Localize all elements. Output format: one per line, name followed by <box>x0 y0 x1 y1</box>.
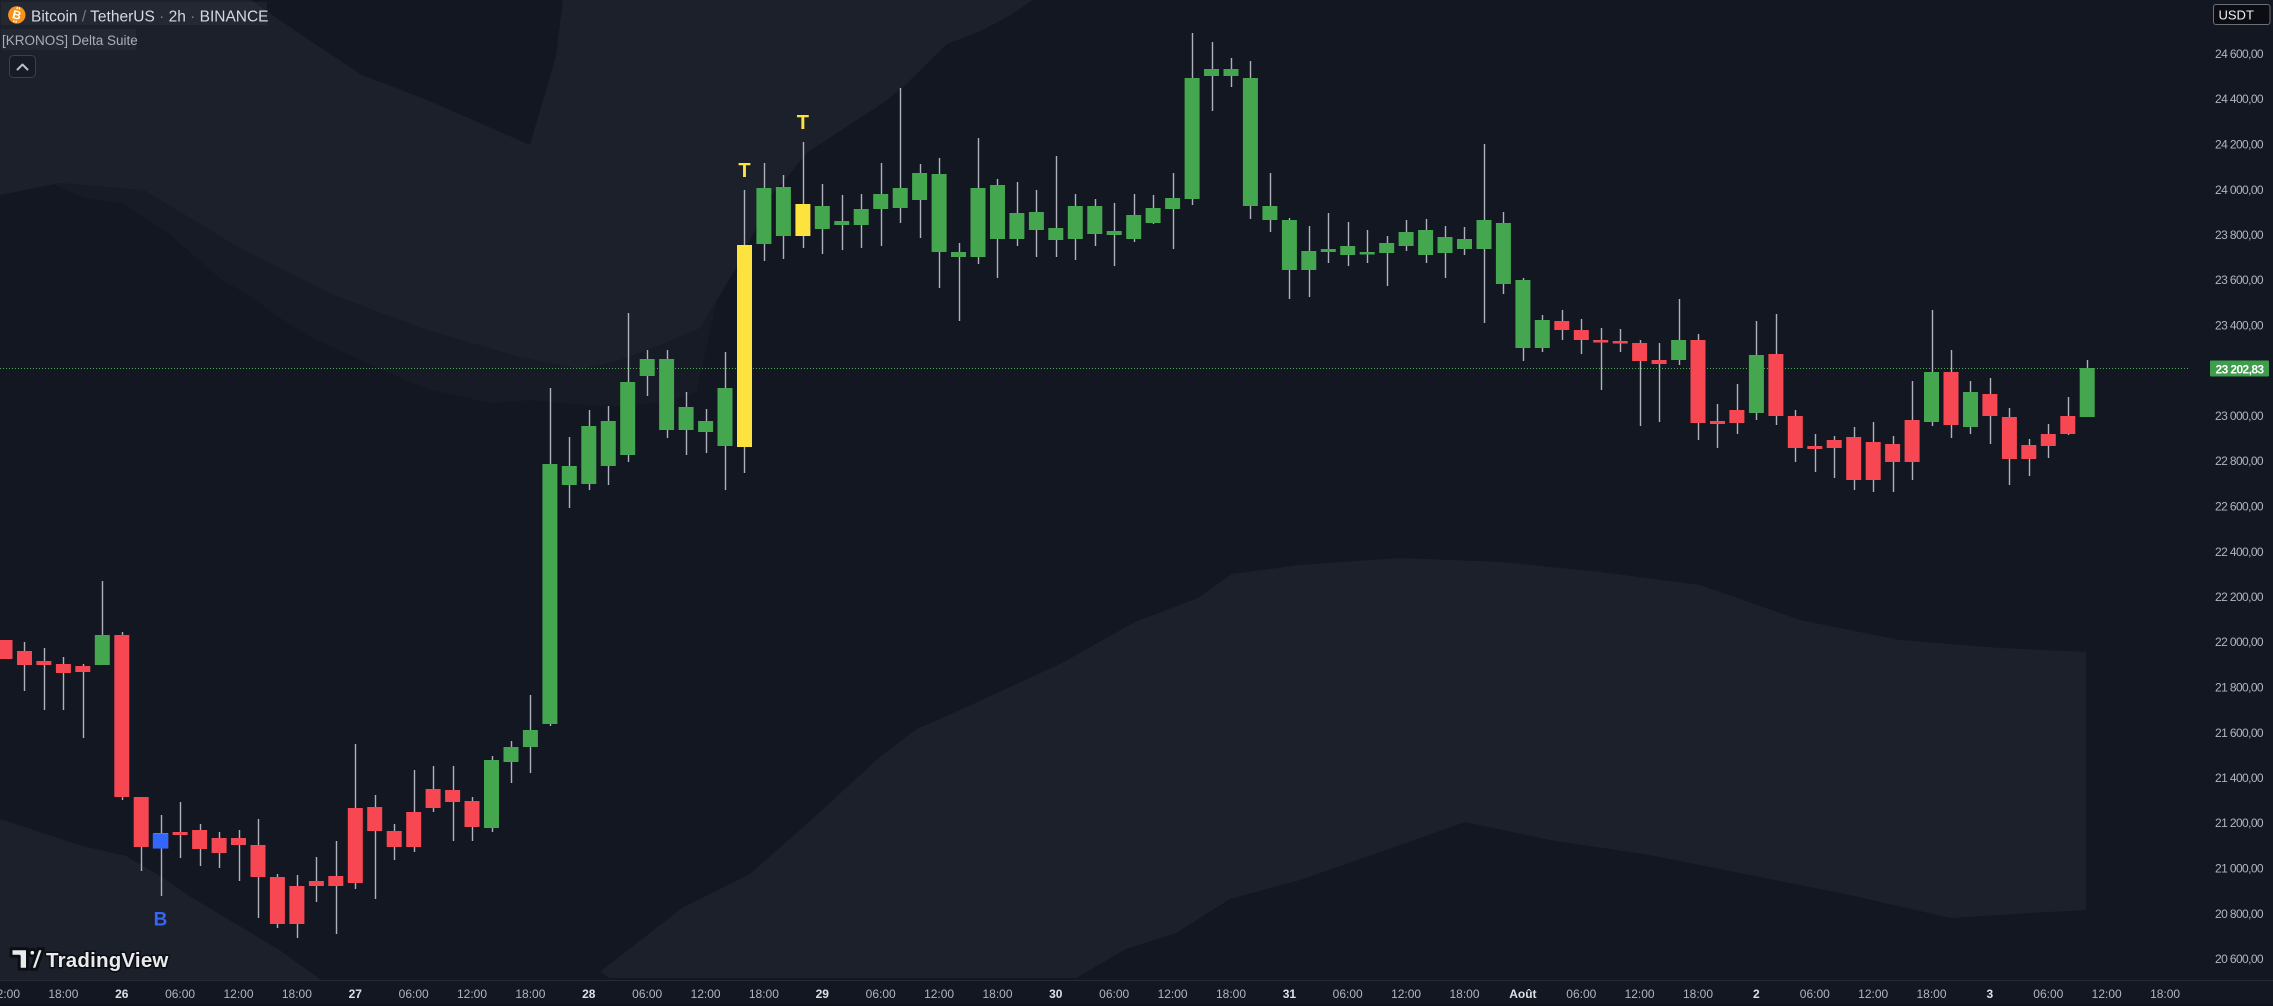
svg-text:26: 26 <box>115 987 129 1001</box>
svg-text:06:00: 06:00 <box>1566 987 1596 1001</box>
svg-text:06:00: 06:00 <box>399 987 429 1001</box>
svg-text:21 000,00: 21 000,00 <box>2215 862 2264 876</box>
svg-text:31: 31 <box>1283 987 1297 1001</box>
svg-text:T: T <box>797 112 809 134</box>
svg-text:21 600,00: 21 600,00 <box>2215 726 2264 740</box>
svg-text:24 400,00: 24 400,00 <box>2215 92 2264 106</box>
svg-text:22 400,00: 22 400,00 <box>2215 545 2264 559</box>
svg-text:Bitcoin / TetherUS · 2h · BINA: Bitcoin / TetherUS · 2h · BINANCE <box>31 9 269 26</box>
svg-text:[KRONOS] Delta Suite: [KRONOS] Delta Suite <box>2 33 138 48</box>
svg-text:12:00: 12:00 <box>924 987 954 1001</box>
svg-text:B: B <box>11 7 23 23</box>
svg-text:29: 29 <box>816 987 830 1001</box>
svg-text:18:00: 18:00 <box>1449 987 1479 1001</box>
svg-text:22 600,00: 22 600,00 <box>2215 500 2264 514</box>
svg-text:TradingView: TradingView <box>46 949 169 972</box>
svg-text:12:00: 12:00 <box>1391 987 1421 1001</box>
svg-text:06:00: 06:00 <box>1800 987 1830 1001</box>
svg-text:24 200,00: 24 200,00 <box>2215 138 2264 152</box>
svg-text:18:00: 18:00 <box>282 987 312 1001</box>
svg-text:USDT: USDT <box>2219 8 2254 23</box>
svg-text:12:00: 12:00 <box>1625 987 1655 1001</box>
svg-text:20 600,00: 20 600,00 <box>2215 952 2264 966</box>
svg-text:B: B <box>154 910 168 931</box>
svg-text:20 800,00: 20 800,00 <box>2215 907 2264 921</box>
svg-text:21 400,00: 21 400,00 <box>2215 771 2264 785</box>
svg-text:21 200,00: 21 200,00 <box>2215 816 2264 830</box>
svg-text:23 202,83: 23 202,83 <box>2216 363 2265 377</box>
svg-text:06:00: 06:00 <box>2033 987 2063 1001</box>
svg-text:18:00: 18:00 <box>1683 987 1713 1001</box>
svg-text:06:00: 06:00 <box>1333 987 1363 1001</box>
svg-text:27: 27 <box>349 987 363 1001</box>
svg-text:3: 3 <box>1987 987 1994 1001</box>
svg-text:06:00: 06:00 <box>1099 987 1129 1001</box>
svg-text:22 000,00: 22 000,00 <box>2215 635 2264 649</box>
svg-text:18:00: 18:00 <box>749 987 779 1001</box>
svg-text:22 200,00: 22 200,00 <box>2215 590 2264 604</box>
svg-text:12:00: 12:00 <box>1158 987 1188 1001</box>
svg-text:12:00: 12:00 <box>457 987 487 1001</box>
svg-text:23 800,00: 23 800,00 <box>2215 228 2264 242</box>
svg-text:18:00: 18:00 <box>1916 987 1946 1001</box>
svg-text:18:00: 18:00 <box>48 987 78 1001</box>
svg-text:12:00: 12:00 <box>0 987 20 1001</box>
svg-text:24 000,00: 24 000,00 <box>2215 183 2264 197</box>
svg-text:18:00: 18:00 <box>2150 987 2180 1001</box>
svg-text:30: 30 <box>1049 987 1063 1001</box>
svg-text:T: T <box>738 160 750 182</box>
svg-text:18:00: 18:00 <box>515 987 545 1001</box>
svg-text:18:00: 18:00 <box>1216 987 1246 1001</box>
svg-text:23 400,00: 23 400,00 <box>2215 319 2264 333</box>
svg-text:23 000,00: 23 000,00 <box>2215 409 2264 423</box>
svg-text:18:00: 18:00 <box>982 987 1012 1001</box>
svg-text:06:00: 06:00 <box>866 987 896 1001</box>
svg-text:Août: Août <box>1509 987 1536 1001</box>
svg-text:22 800,00: 22 800,00 <box>2215 454 2264 468</box>
svg-text:21 800,00: 21 800,00 <box>2215 681 2264 695</box>
svg-text:12:00: 12:00 <box>1858 987 1888 1001</box>
svg-text:06:00: 06:00 <box>165 987 195 1001</box>
svg-text:28: 28 <box>582 987 596 1001</box>
svg-text:2: 2 <box>1753 987 1760 1001</box>
svg-text:12:00: 12:00 <box>223 987 253 1001</box>
svg-text:12:00: 12:00 <box>691 987 721 1001</box>
svg-text:12:00: 12:00 <box>2092 987 2122 1001</box>
svg-text:23 600,00: 23 600,00 <box>2215 273 2264 287</box>
svg-text:06:00: 06:00 <box>632 987 662 1001</box>
svg-text:24 600,00: 24 600,00 <box>2215 47 2264 61</box>
